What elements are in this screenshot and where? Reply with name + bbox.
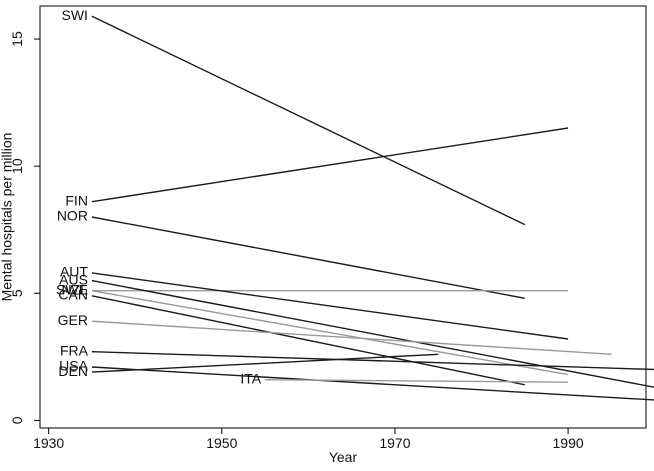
y-tick-label: 15 <box>9 31 25 47</box>
y-tick-label: 0 <box>9 416 25 424</box>
series-line-swe <box>91 290 569 376</box>
series-label-den: DEN <box>58 363 88 379</box>
series-label-ita: ITA <box>240 370 261 386</box>
series-label-swi: SWI <box>61 7 87 23</box>
series-label-fra: FRA <box>60 342 89 358</box>
series-line-can <box>91 295 525 386</box>
series-label-can: CAN <box>58 287 88 303</box>
series-label-nzl: NZL <box>61 281 88 297</box>
series-line-swi <box>91 15 526 226</box>
plot-frame <box>39 5 647 429</box>
series-label-ger: GER <box>58 312 88 328</box>
series-line-aus <box>91 279 654 388</box>
y-tick-label: 10 <box>9 158 25 174</box>
series-line-aut <box>91 272 569 340</box>
y-tick-label: 5 <box>9 289 25 297</box>
series-label-aut: AUT <box>60 264 88 280</box>
series-line-fin <box>91 127 569 203</box>
series-label-swe: SWE <box>56 281 88 297</box>
series-line-usa <box>91 366 654 401</box>
x-tick-label: 1990 <box>553 435 584 451</box>
x-tick-label: 1930 <box>33 435 64 451</box>
series-line-ger <box>91 320 612 355</box>
x-tick-label: 1950 <box>206 435 237 451</box>
series-line-nor <box>91 216 525 299</box>
y-axis-title: Mental hospitals per million <box>0 133 15 302</box>
x-axis-title: Year <box>329 449 358 465</box>
x-tick-label: 1970 <box>379 435 410 451</box>
series-line-fra <box>91 351 654 371</box>
series-label-nor: NOR <box>57 208 88 224</box>
series-label-fin: FIN <box>65 192 88 208</box>
series-line-ita <box>265 379 569 383</box>
series-label-usa: USA <box>59 358 88 374</box>
series-line-den <box>91 353 439 373</box>
series-label-aus: AUS <box>59 271 88 287</box>
